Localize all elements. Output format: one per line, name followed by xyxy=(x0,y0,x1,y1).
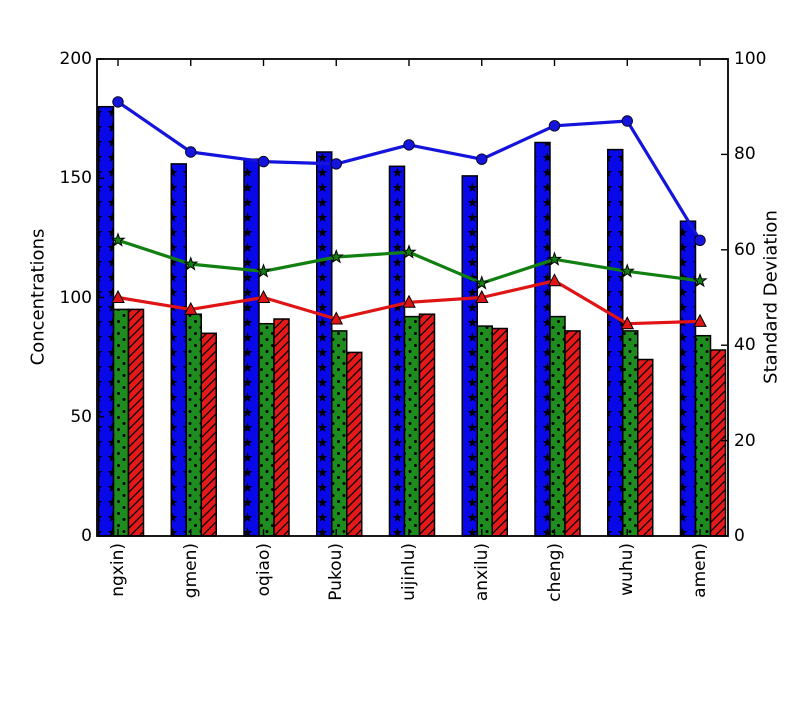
blue-line-marker-4 xyxy=(403,139,415,151)
bars-layer xyxy=(97,105,727,537)
y-tick-label-left-2: 100 xyxy=(59,288,92,308)
y-tick-label-left-0: 0 xyxy=(81,526,92,546)
y-tick-label-right-0: 0 xyxy=(734,526,745,546)
y-tick-label-left-3: 150 xyxy=(59,168,92,188)
chart-canvas xyxy=(96,58,729,537)
bar-green-bars-4-hatch xyxy=(403,315,421,537)
bar-red-bars-1-hatch xyxy=(200,332,217,537)
y-tick-label-right-5: 100 xyxy=(734,49,767,69)
x-tick-label-5: anxilu) xyxy=(472,543,492,602)
bar-green-bars-6-hatch xyxy=(549,315,566,537)
x-tick-label-8: amen) xyxy=(690,543,710,598)
red-line-marker-8 xyxy=(693,313,707,327)
x-tick-label-2: oqiao) xyxy=(254,543,274,597)
red-line-marker-0 xyxy=(111,289,125,303)
bar-red-bars-0-hatch xyxy=(127,308,145,537)
blue-line-marker-5 xyxy=(476,153,488,165)
bar-red-bars-2-hatch xyxy=(273,318,290,537)
left-axis-title: Concentrations xyxy=(27,228,49,366)
green-line-marker-6 xyxy=(546,251,563,266)
bar-green-bars-1-hatch xyxy=(185,313,202,537)
blue-line-marker-7 xyxy=(621,115,633,127)
bar-green-bars-0-hatch xyxy=(112,308,130,537)
x-tick-label-7: wuhu) xyxy=(617,543,637,596)
figure: 0 50 100 150 200 0 20 40 60 80 100 ngxin) gmen) oqi… xyxy=(27,49,782,602)
red-line-marker-2 xyxy=(256,289,271,303)
green-line-marker-7 xyxy=(619,263,635,278)
bar-red-bars-7-hatch xyxy=(637,358,654,537)
x-tick-label-6: cheng) xyxy=(545,543,565,602)
blue-line-marker-3 xyxy=(330,158,342,170)
bar-blue-bars-6-hatch xyxy=(534,141,551,537)
red-line-marker-3 xyxy=(329,311,344,325)
blue-line-marker-8 xyxy=(694,234,706,247)
y-tick-label-right-4: 80 xyxy=(734,144,756,164)
bar-blue-bars-2-hatch xyxy=(243,158,260,537)
x-tick-label-4: uijinlu) xyxy=(399,543,419,601)
x-tick-label-3: Pukou) xyxy=(326,543,346,601)
y-tick-label-left-1: 50 xyxy=(70,407,92,427)
bar-green-bars-3-hatch xyxy=(331,330,348,537)
bar-blue-bars-5-hatch xyxy=(461,175,478,537)
bar-blue-bars-3-hatch xyxy=(316,151,333,537)
bar-green-bars-8-hatch xyxy=(694,334,712,537)
y-tick-label-right-1: 20 xyxy=(734,431,756,451)
bar-red-bars-6-hatch xyxy=(564,330,581,537)
green-line-marker-1 xyxy=(183,256,199,271)
bar-blue-bars-4-hatch xyxy=(388,165,406,537)
bar-green-bars-5-hatch xyxy=(476,325,493,537)
y-tick-label-right-2: 40 xyxy=(734,335,756,355)
bar-blue-bars-1-hatch xyxy=(170,163,187,537)
bar-red-bars-8-hatch xyxy=(709,349,727,537)
bar-green-bars-7-hatch xyxy=(622,330,639,537)
red-line-marker-4 xyxy=(402,294,416,308)
blue-line-marker-0 xyxy=(112,96,124,108)
green-line-marker-5 xyxy=(474,275,490,290)
bar-red-bars-5-hatch xyxy=(491,327,508,537)
green-line-marker-0 xyxy=(110,232,126,247)
bar-blue-bars-8-hatch xyxy=(679,220,697,537)
blue-line-marker-1 xyxy=(185,146,197,158)
green-line-marker-3 xyxy=(328,248,344,264)
right-axis-title: Standard Deviation xyxy=(760,210,782,384)
bar-red-bars-3-hatch xyxy=(346,351,363,537)
bar-red-bars-4-hatch xyxy=(418,313,436,537)
lines-layer xyxy=(110,96,708,330)
plot-frame xyxy=(96,58,729,537)
green-line-marker-2 xyxy=(255,263,272,278)
y-tick-label-right-3: 60 xyxy=(734,240,756,260)
blue-line-marker-6 xyxy=(548,120,561,132)
green-line-marker-4 xyxy=(401,244,417,259)
bar-green-bars-2-hatch xyxy=(258,322,275,537)
red-line-marker-5 xyxy=(474,289,489,303)
bar-blue-bars-0-hatch xyxy=(97,105,115,537)
red-line-marker-6 xyxy=(547,273,562,287)
red-line-marker-1 xyxy=(183,301,198,315)
blue-line-marker-2 xyxy=(257,155,270,168)
red-line-marker-7 xyxy=(620,316,635,330)
green-line-marker-8 xyxy=(692,272,708,288)
y-tick-label-left-4: 200 xyxy=(59,49,92,69)
x-tick-label-0: ngxin) xyxy=(108,543,128,597)
x-tick-label-1: gmen) xyxy=(181,543,201,599)
bar-blue-bars-7-hatch xyxy=(607,148,624,537)
